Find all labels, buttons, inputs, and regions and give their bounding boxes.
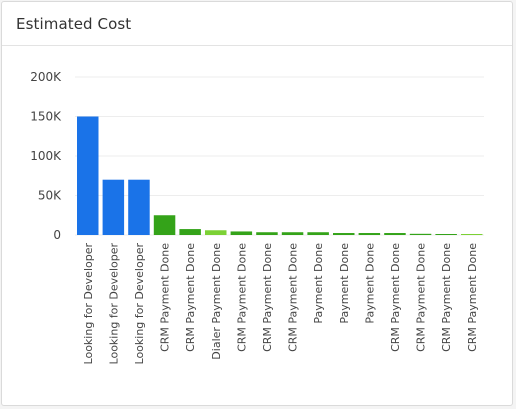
x-category-label: CRM Payment Done <box>287 243 300 352</box>
bar[interactable] <box>409 233 432 235</box>
bar[interactable] <box>281 232 304 235</box>
bar[interactable] <box>256 232 278 235</box>
bars <box>77 116 483 236</box>
bar[interactable] <box>461 234 483 235</box>
x-category-label: CRM Payment Done <box>415 243 428 352</box>
bar[interactable] <box>358 233 381 235</box>
x-category-label: Looking for Developer <box>107 243 120 365</box>
x-category-label: Payment Done <box>363 243 376 324</box>
bar[interactable] <box>153 215 176 235</box>
card-header: Estimated Cost <box>2 2 512 46</box>
y-tick-label: 0 <box>53 228 61 242</box>
bar[interactable] <box>128 179 150 235</box>
bar[interactable] <box>230 231 253 235</box>
x-category-label: CRM Payment Done <box>389 243 402 352</box>
bar[interactable] <box>77 116 99 236</box>
x-category-label: Looking for Developer <box>82 243 95 365</box>
y-tick-label: 100K <box>30 149 62 163</box>
x-axis-category-labels: Looking for Developer Looking for Develop… <box>82 243 479 365</box>
bar[interactable] <box>179 229 201 235</box>
y-tick-label: 150K <box>30 110 62 124</box>
x-category-label: Dialer Payment Done <box>210 243 223 360</box>
y-tick-label: 50K <box>38 189 62 203</box>
bar[interactable] <box>384 233 406 235</box>
x-category-label: CRM Payment Done <box>235 243 248 352</box>
x-category-label: Payment Done <box>312 243 325 324</box>
y-tick-label: 200K <box>30 70 62 84</box>
card-title: Estimated Cost <box>16 14 132 33</box>
bar[interactable] <box>102 179 125 235</box>
x-category-label: CRM Payment Done <box>159 243 172 352</box>
bar[interactable] <box>205 230 227 235</box>
x-category-label: CRM Payment Done <box>466 243 479 352</box>
bar[interactable] <box>435 234 457 235</box>
bar[interactable] <box>333 233 355 235</box>
x-category-label: CRM Payment Done <box>440 243 453 352</box>
x-category-label: CRM Payment Done <box>261 243 274 352</box>
bar[interactable] <box>307 232 329 235</box>
x-category-label: Looking for Developer <box>133 243 146 365</box>
x-category-label: CRM Payment Done <box>184 243 197 352</box>
y-axis-ticks: 0 50K 100K 150K 200K <box>30 70 62 242</box>
x-category-label: Payment Done <box>338 243 351 324</box>
